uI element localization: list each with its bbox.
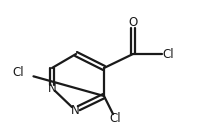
Text: N: N (48, 82, 56, 95)
Text: Cl: Cl (12, 66, 24, 79)
Text: Cl: Cl (162, 47, 174, 60)
Text: O: O (128, 15, 138, 29)
Text: N: N (71, 104, 79, 116)
Text: Cl: Cl (109, 112, 121, 124)
